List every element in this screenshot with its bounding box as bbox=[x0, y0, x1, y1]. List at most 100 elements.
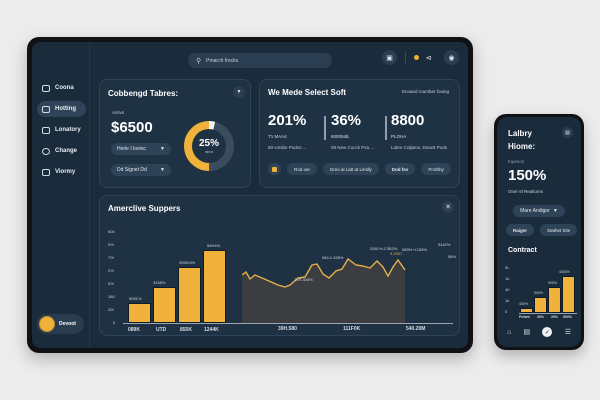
x-axis bbox=[123, 322, 453, 324]
dropdown-2[interactable]: Dd Signet Dd ▼ bbox=[111, 164, 171, 176]
rod-button[interactable]: Rod oer bbox=[287, 163, 318, 175]
chevron-down-icon: ▼ bbox=[552, 208, 558, 214]
x-tick: 111F0K bbox=[343, 326, 361, 332]
menu-icon[interactable]: ▤ bbox=[562, 127, 573, 138]
bar-label: 400% bbox=[519, 302, 528, 306]
stat-sub: 5000MdL bbox=[331, 134, 350, 139]
phone-title-line1: Lalbry bbox=[508, 129, 533, 138]
dropdown-label: Herle I lovinc bbox=[117, 146, 146, 152]
top-icons: ▣ ⊲ ◉ bbox=[382, 50, 459, 65]
stat-2: 36% 5000MdL 09 New Cocck Psa ... bbox=[331, 112, 374, 150]
balance-value: $6500 bbox=[111, 119, 153, 136]
phone-label: Kipeson bbox=[508, 159, 525, 164]
dreo-button[interactable]: Dreo al Latt at Lerdly bbox=[323, 163, 379, 175]
divider bbox=[405, 51, 406, 64]
stat-value: 36% bbox=[331, 112, 362, 129]
balance-card: Cobbengd Tabres: ▼ Activs $6500 Herle I … bbox=[99, 79, 251, 188]
x-tick: 30% bbox=[537, 315, 545, 319]
chevron-down-icon[interactable]: ▼ bbox=[233, 86, 245, 98]
bar-label: 3W504% bbox=[179, 260, 196, 265]
card-subtitle: Enoaed roumber fouing bbox=[401, 89, 449, 94]
prothby-button[interactable]: Prothby bbox=[421, 163, 451, 175]
y-tick: 9% bbox=[108, 242, 114, 247]
bar-poisnt bbox=[520, 308, 533, 313]
y-tick: 7% bbox=[108, 255, 114, 260]
sidebar: Coona Hotting Lonatory Change Viormy bbox=[32, 42, 90, 348]
home-icon[interactable]: ⌂ bbox=[507, 328, 512, 336]
search-input[interactable]: ⚲ Pmarch frocks bbox=[188, 53, 332, 68]
x-tick: Poisnt bbox=[519, 315, 530, 319]
x-tick: 855K bbox=[180, 327, 192, 333]
sidebar-item-label: Hotting bbox=[55, 106, 76, 112]
stat-desc: Labre Coljams, Deactt Pods bbox=[391, 145, 448, 150]
menu-icon[interactable]: ☰ bbox=[564, 329, 571, 336]
sidebar-item-viormy[interactable]: Viormy bbox=[37, 164, 86, 180]
stat-desc: 09 New Cocck Psa ... bbox=[331, 145, 375, 150]
bar-label: 5#H4% bbox=[207, 243, 221, 248]
alert-button[interactable] bbox=[268, 163, 281, 175]
sidebar-item-lonatory[interactable]: Lonatory bbox=[37, 122, 86, 138]
y-tick: 5% bbox=[108, 281, 114, 286]
bar-30 bbox=[534, 297, 547, 313]
y-tick: 0 bbox=[505, 309, 508, 314]
stat-sub: PLOHA bbox=[391, 134, 407, 139]
sidebar-item-label: Viormy bbox=[55, 169, 76, 175]
sidebar-item-change[interactable]: Change bbox=[37, 143, 86, 159]
y-tick: 1k bbox=[505, 298, 510, 303]
donut-sub: sirol bbox=[205, 149, 213, 154]
raiger-button[interactable]: Raiger bbox=[506, 224, 535, 236]
phone-bottom-nav: ⌂ ▤ ✓ ☰ bbox=[507, 327, 571, 337]
chart-card: Amerclive Suppers ✕ 600 9% 7% 2% 5% 180 … bbox=[99, 195, 460, 336]
share-icon[interactable]: ⊲ bbox=[425, 54, 432, 62]
bar-label: 5081% bbox=[129, 296, 142, 301]
data-label: 34R.308% bbox=[294, 277, 313, 282]
bar-500 bbox=[562, 276, 575, 313]
y-tick: 1b bbox=[505, 276, 510, 281]
card-title: Cobbengd Tabres: bbox=[108, 89, 179, 98]
sidebar-item-hotting[interactable]: Hotting bbox=[37, 101, 86, 117]
notification-dot-icon[interactable] bbox=[414, 55, 419, 60]
chevron-down-icon: ▼ bbox=[160, 146, 165, 152]
dropdown-label: Mare Andigor bbox=[520, 208, 550, 214]
x-tick: 500% bbox=[563, 315, 572, 319]
dropdown-1[interactable]: Herle I lovinc ▼ bbox=[111, 143, 171, 155]
dropdown-label: Dd Signet Dd bbox=[117, 167, 147, 173]
check-icon[interactable]: ✓ bbox=[542, 327, 553, 337]
divider bbox=[385, 116, 387, 140]
location-icon bbox=[42, 147, 50, 155]
close-icon[interactable]: ✕ bbox=[442, 201, 454, 213]
phone-dropdown[interactable]: Mare Andigor ▼ bbox=[513, 205, 565, 217]
x-axis bbox=[519, 313, 577, 314]
phone-title: Lalbry Hiome: bbox=[508, 127, 535, 153]
stat-1: 201% T1 MAA4 50-Umibe Podos ... bbox=[268, 112, 307, 150]
bar-089k bbox=[128, 303, 151, 323]
stathet-button[interactable]: Stathet Site bbox=[540, 224, 578, 236]
phone-screen: Lalbry Hiome: ▤ Kipeson 150% Oner 6l Rea… bbox=[497, 117, 581, 347]
tablet-frame: Coona Hotting Lonatory Change Viormy bbox=[27, 37, 473, 353]
avatar bbox=[39, 316, 55, 332]
y-tick: 600 bbox=[108, 229, 115, 234]
dod-button[interactable]: Dod fex bbox=[384, 163, 416, 175]
search-placeholder: Pmarch frocks bbox=[206, 57, 239, 64]
sidebar-item-label: Change bbox=[55, 148, 78, 154]
phone-frame: Lalbry Hiome: ▤ Kipeson 150% Oner 6l Rea… bbox=[494, 114, 584, 350]
donut-percent: 25% bbox=[198, 138, 219, 149]
data-label: 584.1-528% bbox=[322, 255, 344, 260]
bar-plot-area: 5081% 3348% 3W504% 5#H4% bbox=[123, 229, 453, 324]
card-label: Activs bbox=[112, 110, 125, 115]
data-label: 208L%-C3B2% bbox=[370, 246, 398, 251]
stat-value: 201% bbox=[268, 112, 307, 129]
stat-value: 8800 bbox=[391, 112, 425, 129]
user-chip[interactable]: Devoot bbox=[37, 314, 84, 334]
bar-label: 500% bbox=[534, 291, 543, 295]
copy-icon[interactable]: ▤ bbox=[523, 329, 531, 336]
sidebar-item-label: Coona bbox=[55, 85, 74, 91]
bar-label: 3348% bbox=[153, 280, 166, 285]
divider bbox=[324, 116, 326, 140]
lock-icon[interactable]: ▣ bbox=[382, 50, 397, 65]
profile-icon[interactable]: ◉ bbox=[444, 50, 459, 65]
sidebar-item-coona[interactable]: Coona bbox=[37, 80, 86, 96]
chevron-down-icon: ▼ bbox=[160, 167, 165, 173]
y-tick: 40 bbox=[505, 287, 510, 292]
y-tick: 9L bbox=[505, 265, 510, 270]
